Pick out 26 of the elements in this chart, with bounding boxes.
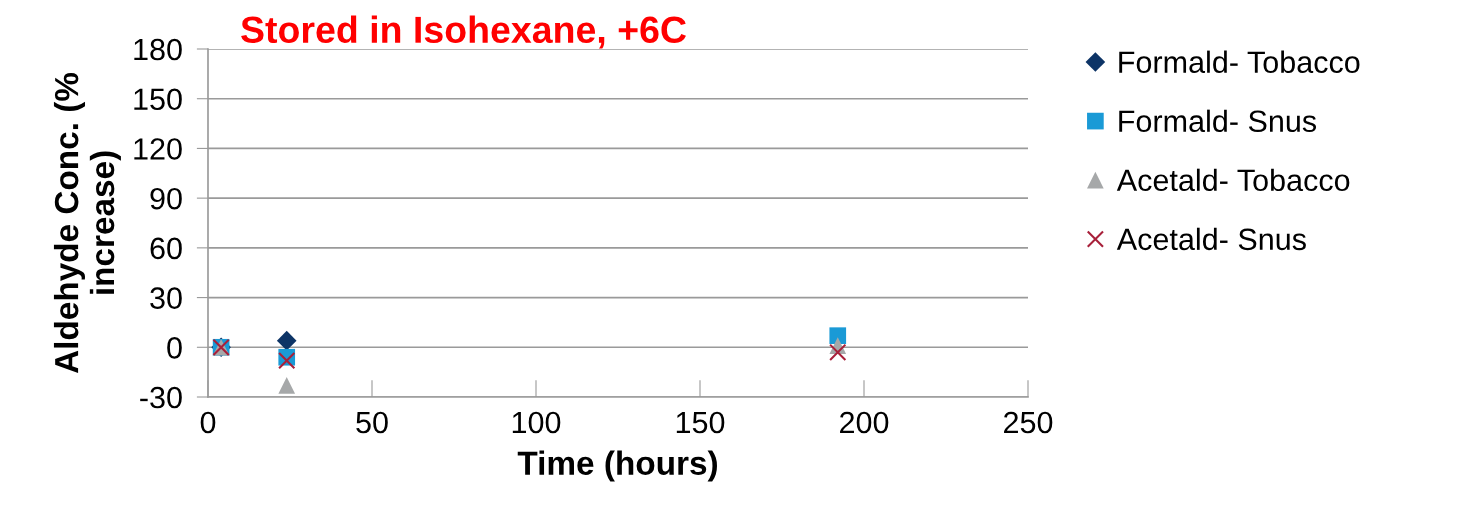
y-tick-label: 180	[134, 38, 182, 61]
x-tick-label: 150	[676, 411, 725, 434]
y-tick-label: 60	[150, 237, 182, 260]
legend-label: Acetald- Snus	[1116, 227, 1306, 251]
y-tick-label: 0	[167, 337, 182, 359]
legend-label: Formald- Snus	[1119, 109, 1317, 133]
x-tick-label: 100	[512, 411, 561, 434]
chart-title: Stored in Isohexane, +6C	[241, 15, 686, 49]
point	[278, 377, 296, 394]
x-axis-title: Time (hours)	[517, 450, 717, 482]
y-tick-label: 30	[150, 287, 182, 309]
y-tick-label: 120	[134, 138, 182, 160]
x-tick-label: 0	[200, 411, 216, 434]
x-tick-label: 200	[840, 411, 889, 434]
x-tick-label: 50	[356, 411, 388, 434]
y-tick-label: 90	[150, 187, 182, 210]
point	[276, 330, 297, 351]
legend-label: Formald- Tobacco	[1119, 50, 1360, 74]
x-tick-label: 250	[1004, 411, 1053, 434]
y-axis-title: Aldehyde Conc. (% increase)	[53, 72, 121, 374]
legend-label: Acetald- Tobacco	[1116, 168, 1350, 192]
point	[829, 343, 847, 361]
y-tick-label: 150	[134, 88, 182, 111]
point	[829, 327, 847, 345]
point	[278, 351, 296, 370]
y-tick-label: -30	[140, 386, 182, 409]
